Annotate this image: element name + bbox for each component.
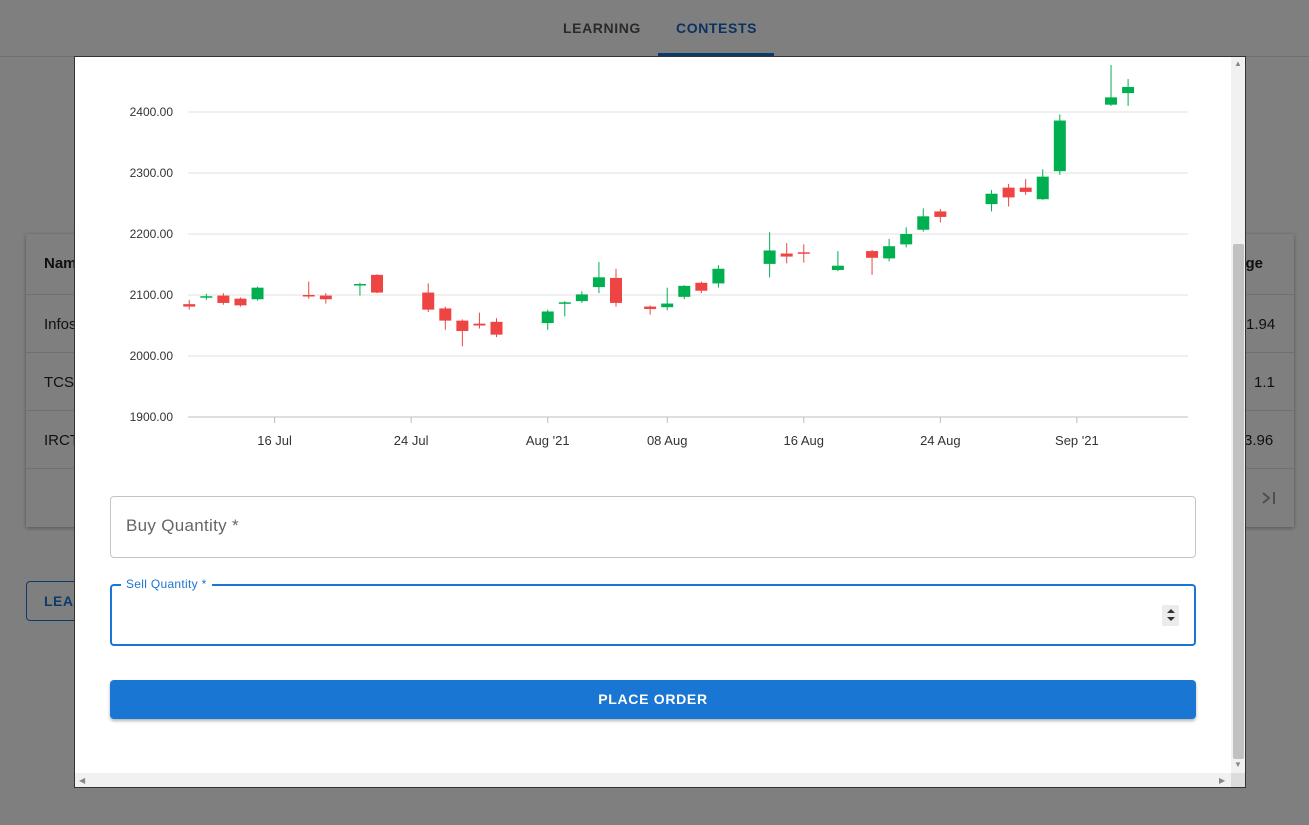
candle-body <box>985 193 998 205</box>
candle-body <box>183 304 196 307</box>
candle-body <box>575 294 588 302</box>
sell-quantity-field[interactable]: Sell Quantity * <box>110 577 1196 646</box>
candle-body <box>883 246 896 259</box>
scroll-right-icon[interactable]: ▶ <box>1219 776 1226 785</box>
x-tick-label: 16 Jul <box>257 433 292 448</box>
candle-body <box>866 251 879 258</box>
sell-quantity-input[interactable] <box>126 600 1150 630</box>
candle-body <box>1036 176 1049 200</box>
candle-body <box>302 295 315 297</box>
vertical-scrollbar[interactable]: ▲ ▼ <box>1231 57 1245 773</box>
candle-body <box>763 250 776 264</box>
candle-body <box>780 253 793 257</box>
candle-body <box>439 308 452 321</box>
stepper-down-icon[interactable] <box>1167 617 1175 621</box>
scrollbar-corner <box>1231 773 1245 787</box>
candle-body <box>797 252 810 254</box>
candle-body <box>644 306 657 310</box>
quantity-stepper[interactable] <box>1162 605 1179 626</box>
candle-body <box>592 277 605 288</box>
candle-body <box>661 303 674 308</box>
x-tick-label: 16 Aug <box>784 433 825 448</box>
scroll-left-icon[interactable]: ◀ <box>79 776 86 785</box>
candle-body <box>234 298 247 306</box>
stepper-up-icon[interactable] <box>1167 609 1175 613</box>
candle-body <box>371 274 384 293</box>
candle-body <box>712 268 725 284</box>
x-tick-label: Sep '21 <box>1055 433 1099 448</box>
candle-body <box>319 295 332 300</box>
candle-body <box>831 265 844 270</box>
candle-body <box>558 302 571 304</box>
y-tick-label: 2300.00 <box>130 166 174 180</box>
horizontal-scrollbar[interactable]: ◀ ▶ <box>75 773 1231 787</box>
y-tick-label: 1900.00 <box>130 410 174 424</box>
scrollbar-thumb[interactable] <box>1233 244 1244 759</box>
x-tick-label: Aug '21 <box>526 433 570 448</box>
y-tick-label: 2200.00 <box>130 227 174 241</box>
candlestick-chart: 1900.00 2000.00 2100.00 2200.00 2300.00 2400.… <box>130 65 1188 448</box>
y-tick-label: 2400.00 <box>130 105 174 119</box>
candle-body <box>1105 97 1118 105</box>
y-tick-label: 2100.00 <box>130 288 174 302</box>
candle-body <box>934 211 947 217</box>
scroll-down-icon[interactable]: ▼ <box>1234 760 1242 769</box>
x-tick-label: 24 Aug <box>920 433 961 448</box>
y-tick-label: 2000.00 <box>130 349 174 363</box>
candle-body <box>353 284 366 286</box>
candle-body <box>610 277 622 303</box>
candle-body <box>1122 86 1135 94</box>
order-dialog: 1900.00 2000.00 2100.00 2200.00 2300.00 2400.… <box>74 56 1246 788</box>
candle-body <box>1053 120 1066 172</box>
candle-body <box>200 296 213 298</box>
buy-quantity-field[interactable]: Buy Quantity * <box>110 496 1196 558</box>
candle-body <box>1002 187 1015 198</box>
candle-body <box>490 321 503 335</box>
candle-body <box>917 216 930 230</box>
candle-body <box>678 285 691 297</box>
scroll-up-icon[interactable]: ▲ <box>1234 59 1242 68</box>
sell-quantity-label: Sell Quantity * <box>121 577 212 591</box>
candle-body <box>422 292 435 310</box>
candle-body <box>900 234 913 245</box>
x-tick-label: 24 Jul <box>394 433 429 448</box>
candle-body <box>251 287 264 300</box>
candle-body <box>541 311 554 324</box>
candle-body <box>456 320 469 331</box>
candle-body <box>1019 187 1032 192</box>
x-tick-label: 08 Aug <box>647 433 688 448</box>
candle-body <box>695 282 708 291</box>
candle-body <box>217 295 230 303</box>
buy-quantity-label: Buy Quantity * <box>126 516 239 535</box>
candle-body <box>473 323 486 326</box>
place-order-button[interactable]: PLACE ORDER <box>110 680 1196 719</box>
